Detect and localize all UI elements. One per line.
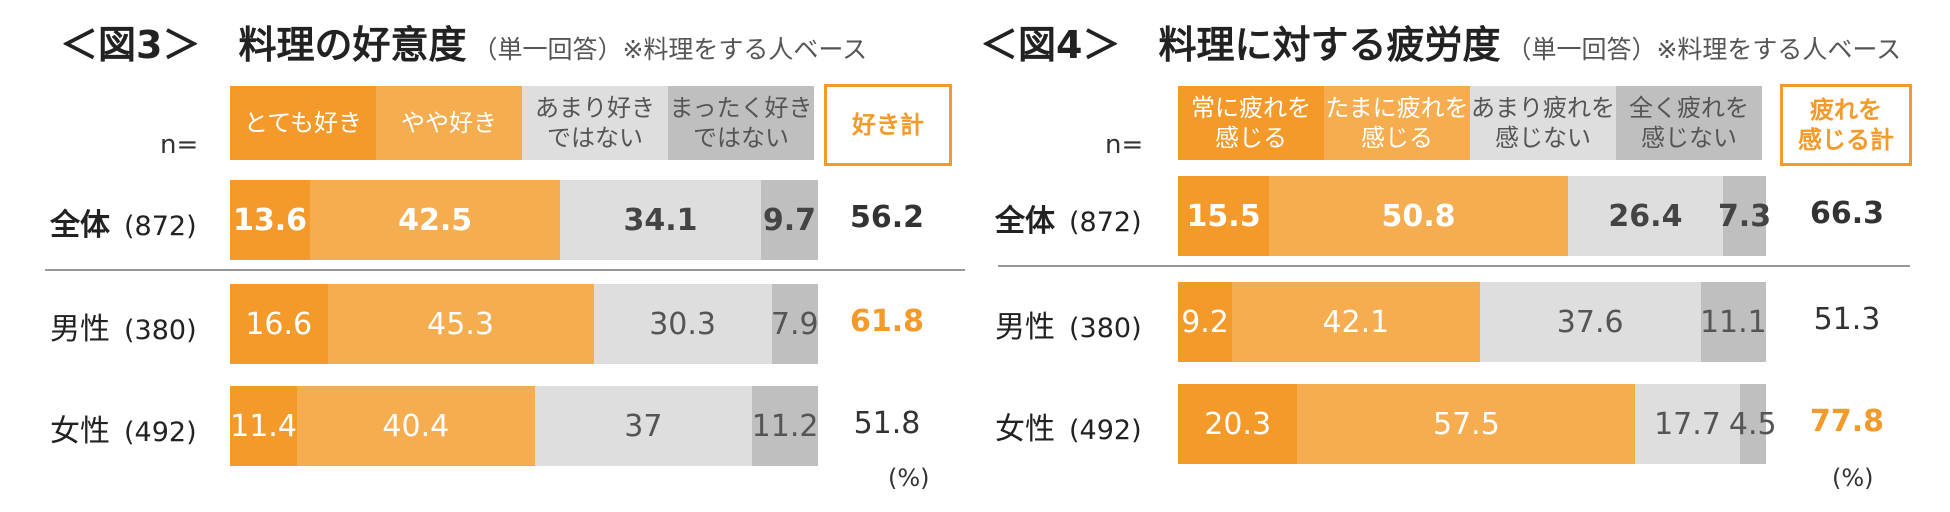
bar-segment-1: 15.5 (1178, 176, 1270, 256)
bar-segment-3: 34.1 (560, 180, 761, 260)
row-label-n: (492) (124, 417, 197, 448)
row-label-name: 男性 (50, 312, 110, 347)
bar-segment-4: 4.5 (1729, 384, 1777, 464)
legend-header-total: 疲れを 感じる計 (1780, 84, 1912, 166)
legend-header-3: あまり好き ではない (522, 86, 668, 160)
stacked-bar: 16.6 45.3 30.3 7.9 (230, 284, 819, 364)
row-label-name: 女性 (50, 414, 110, 449)
legend-header-total: 好き計 (824, 84, 952, 166)
bar-segment-2: 42.5 (310, 180, 561, 260)
n-label: n= (160, 130, 199, 160)
legend-header-1: 常に疲れを 感じる (1178, 86, 1324, 160)
bar-segment-4: 7.9 (771, 284, 819, 364)
bar-segment-1: 9.2 (1178, 282, 1233, 362)
n-label: n= (1105, 130, 1144, 160)
row-total: 61.8 (849, 304, 925, 339)
legend-header-2: たまに疲れを 感じる (1324, 86, 1470, 160)
legend-header-4: まったく好き ではない (668, 86, 814, 160)
bar-segment-4: 11.1 (1700, 282, 1767, 362)
row-label-name: 男性 (995, 310, 1055, 345)
bar-segment-3: 37 (534, 386, 753, 466)
unit-label: (%) (888, 464, 930, 492)
bar-segment-2: 50.8 (1269, 176, 1568, 256)
row-total: 56.2 (849, 200, 925, 235)
stacked-bar: 11.4 40.4 37 11.2 (230, 386, 818, 466)
row-label-n: (872) (124, 211, 197, 242)
row-label-name: 全体 (50, 208, 110, 243)
row-label-n: (872) (1069, 207, 1142, 238)
row-label-n: (380) (124, 315, 197, 346)
stacked-bar: 20.3 57.5 17.7 4.5 (1178, 384, 1777, 464)
row-label-name: 女性 (995, 412, 1055, 447)
legend-header-1: とても好き (230, 86, 376, 160)
legend-header-2: やや好き (376, 86, 522, 160)
bar-segment-3: 37.6 (1479, 282, 1701, 362)
bar-segment-3: 17.7 (1635, 384, 1740, 464)
row-total: 51.3 (1813, 302, 1881, 337)
stacked-bar: 9.2 42.1 37.6 11.1 (1178, 282, 1767, 362)
bar-segment-2: 45.3 (327, 284, 594, 364)
row-divider (45, 269, 965, 271)
row-label: 全体 (872) (995, 196, 1142, 240)
row-total: 77.8 (1809, 404, 1885, 439)
bar-segment-1: 11.4 (230, 386, 298, 466)
row-label-n: (380) (1069, 313, 1142, 344)
row-label-name: 全体 (995, 204, 1055, 239)
bar-segment-2: 57.5 (1297, 384, 1636, 464)
chart-subtitle: （単一回答）※料理をする人ベース (1506, 35, 1902, 64)
bar-segment-3: 30.3 (593, 284, 772, 364)
stacked-bar: 13.6 42.5 34.1 9.7 (230, 180, 818, 260)
chart-title: ＜図4＞ 料理に対する疲労度 （単一回答）※料理をする人ベース (980, 14, 1901, 69)
row-total: 66.3 (1809, 196, 1885, 231)
bar-segment-1: 13.6 (230, 180, 311, 260)
legend-header-3: あまり疲れを 感じない (1470, 86, 1616, 160)
legend-header-4: 全く疲れを 感じない (1616, 86, 1762, 160)
row-label: 女性 (492) (995, 404, 1142, 448)
bar-segment-1: 16.6 (230, 284, 328, 364)
chart-title-text: ＜図3＞ 料理の好意度 (60, 23, 467, 67)
row-label: 女性 (492) (50, 406, 197, 450)
bar-segment-2: 42.1 (1232, 282, 1480, 362)
row-label-n: (492) (1069, 415, 1142, 446)
stacked-bar: 15.5 50.8 26.4 7.3 (1178, 176, 1771, 256)
row-label: 男性 (380) (50, 304, 197, 348)
chart-title: ＜図3＞ 料理の好意度 （単一回答）※料理をする人ベース (60, 14, 867, 69)
row-label: 全体 (872) (50, 200, 197, 244)
row-total: 51.8 (853, 406, 921, 441)
row-label: 男性 (380) (995, 302, 1142, 346)
bar-segment-2: 40.4 (297, 386, 535, 466)
bar-segment-4: 11.2 (752, 386, 818, 466)
unit-label: (%) (1832, 464, 1874, 492)
row-divider (998, 265, 1910, 267)
bar-segment-1: 20.3 (1178, 384, 1298, 464)
bar-segment-4: 7.3 (1718, 176, 1771, 256)
bar-segment-4: 9.7 (760, 180, 818, 260)
chart-title-text: ＜図4＞ 料理に対する疲労度 (980, 23, 1501, 67)
bar-segment-3: 26.4 (1567, 176, 1724, 256)
chart-subtitle: （単一回答）※料理をする人ベース (472, 35, 868, 64)
